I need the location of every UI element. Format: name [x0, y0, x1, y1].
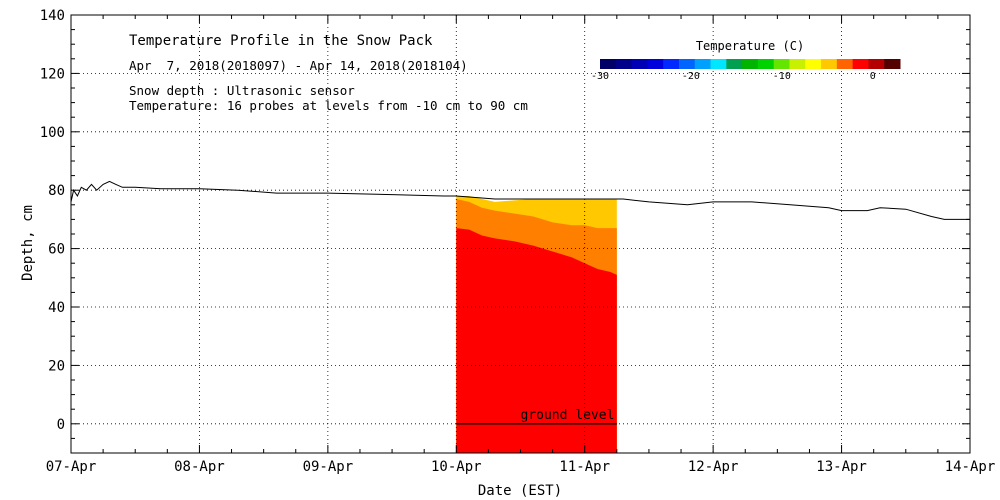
x-tick-label: 13-Apr [816, 459, 867, 475]
colorbar-swatch [789, 59, 806, 69]
y-tick-label: 100 [40, 125, 65, 141]
colorbar-labels: -30 -20 -10 0 [591, 71, 876, 82]
snow-depth-series [70, 180, 970, 220]
temperature-colorbar: Temperature (C) -30 -20 -10 0 [591, 39, 901, 82]
colorbar-swatch [600, 59, 617, 69]
x-tick-label: 11-Apr [559, 459, 610, 475]
y-tick-label: 80 [48, 183, 65, 199]
colorbar-swatch [821, 59, 838, 69]
x-tick-label: 12-Apr [688, 459, 739, 475]
info-line-sensor: Snow depth : Ultrasonic sensor [129, 83, 355, 98]
colorbar-label: -20 [682, 71, 700, 82]
colorbar-swatch [678, 59, 696, 69]
y-tick-label: 0 [57, 417, 65, 433]
x-tick-label: 08-Apr [174, 459, 225, 475]
colorbar-title: Temperature (C) [696, 39, 804, 53]
colorbar-label: -10 [773, 71, 791, 82]
colorbar-label: 0 [870, 71, 876, 82]
colorbar-swatch [852, 59, 869, 69]
y-axis-title: Depth, cm [20, 205, 36, 281]
temperature-band-1 [456, 228, 617, 453]
colorbar-swatch [836, 59, 854, 69]
y-tick-label: 40 [48, 300, 65, 316]
ground-level-label: ground level [521, 408, 615, 423]
colorbar-swatch [868, 59, 885, 69]
x-tick-label: 10-Apr [431, 459, 482, 475]
colorbar-swatch [710, 59, 727, 69]
temperature-bands [456, 196, 617, 454]
chart-title: Temperature Profile in the Snow Pack [129, 33, 433, 49]
colorbar-swatch [663, 59, 680, 69]
ground-level: ground level [456, 408, 617, 425]
colorbar-swatch [884, 59, 901, 69]
colorbar-swatch [805, 59, 822, 69]
chart-subtitle: Apr 7, 2018(2018097) - Apr 14, 2018(2018… [129, 58, 468, 73]
snow-depth-line [70, 180, 970, 220]
colorbar-swatch [757, 59, 775, 69]
colorbar-swatch [694, 59, 712, 69]
colorbar-swatch [773, 59, 790, 69]
x-axis-title: Date (EST) [478, 483, 562, 499]
colorbar-swatch [742, 59, 759, 69]
colorbar-swatches [600, 59, 901, 69]
colorbar-swatch [726, 59, 743, 69]
colorbar-swatch [647, 59, 664, 69]
y-axis: 0 20 40 60 80 100 120 140 [40, 8, 970, 454]
x-axis: 07-Apr 08-Apr 09-Apr 10-Apr 11-Apr 12-Apr 13-A… [46, 15, 996, 475]
y-tick-label: 60 [48, 242, 65, 258]
x-tick-label: 14-Apr [945, 459, 996, 475]
y-tick-label: 120 [40, 66, 65, 82]
x-tick-label: 07-Apr [46, 459, 97, 475]
colorbar-label: -30 [591, 71, 609, 82]
colorbar-swatch [631, 59, 648, 69]
y-tick-label: 140 [40, 8, 65, 24]
colorbar-swatch [615, 59, 633, 69]
x-tick-label: 09-Apr [303, 459, 354, 475]
y-tick-label: 20 [48, 358, 65, 374]
info-line-probes: Temperature: 16 probes at levels from -1… [129, 98, 528, 113]
